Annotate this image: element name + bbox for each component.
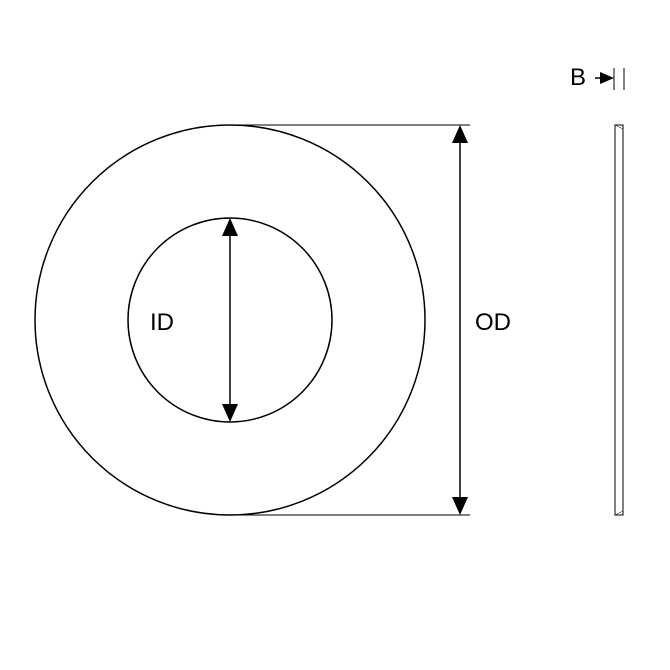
b-label: B — [570, 64, 586, 91]
id-label: ID — [150, 309, 174, 336]
id-dimension: ID — [150, 218, 238, 422]
washer-side-view — [615, 125, 623, 515]
b-dimension: B — [570, 64, 624, 91]
od-dimension: OD — [230, 125, 511, 515]
od-label: OD — [475, 309, 511, 336]
washer-diagram: ID OD B — [0, 0, 670, 670]
